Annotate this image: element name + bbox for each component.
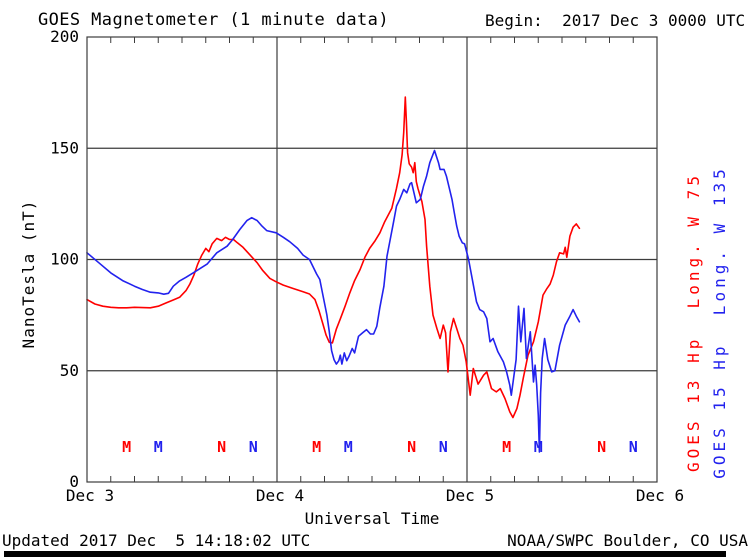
plot-border <box>86 36 658 483</box>
credit-text: NOAA/SWPC Boulder, CO USA <box>507 531 748 550</box>
y-tick-label: 150 <box>50 138 79 157</box>
x-tick-label: Dec 5 <box>446 486 494 505</box>
series-line-goes15 <box>86 149 581 453</box>
y-tick-label: 50 <box>60 361 79 380</box>
local-time-marker: N <box>629 438 638 456</box>
y-tick-label: 100 <box>50 250 79 269</box>
updated-timestamp: Updated 2017 Dec 5 14:18:02 UTC <box>2 531 311 550</box>
local-time-marker: N <box>407 438 416 456</box>
legend-goes15-label: GOES 15 Hp Long. W 135 <box>710 165 729 479</box>
local-time-marker: M <box>344 438 353 456</box>
y-tick-label: 0 <box>69 472 79 491</box>
chart-title: GOES Magnetometer (1 minute data) <box>38 10 389 30</box>
local-time-marker: N <box>217 438 226 456</box>
bottom-divider <box>4 551 726 557</box>
legend-goes13-label: GOES 13 Hp Long. W 75 <box>684 172 703 472</box>
series-line-goes13 <box>86 96 581 419</box>
x-tick-label: Dec 6 <box>636 486 684 505</box>
local-time-marker: M <box>154 438 163 456</box>
local-time-marker: M <box>312 438 321 456</box>
x-axis-title: Universal Time <box>304 509 440 528</box>
x-tick-label: Dec 4 <box>256 486 304 505</box>
local-time-marker: M <box>502 438 511 456</box>
begin-timestamp: Begin: 2017 Dec 3 0000 UTC <box>485 11 746 30</box>
local-time-marker: M <box>534 438 543 456</box>
y-tick-label: 200 <box>50 27 79 46</box>
x-tick-label: Dec 3 <box>66 486 114 505</box>
local-time-marker: N <box>439 438 448 456</box>
local-time-marker: N <box>249 438 258 456</box>
local-time-marker: N <box>597 438 606 456</box>
y-axis-title: NanoTesla (nT) <box>19 199 38 349</box>
local-time-marker: M <box>122 438 131 456</box>
